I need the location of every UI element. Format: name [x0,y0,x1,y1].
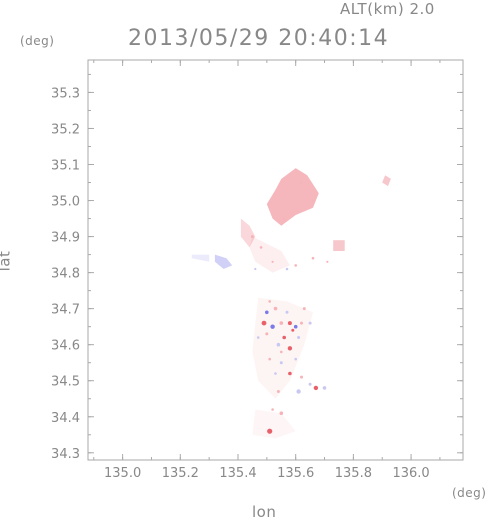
data-point [254,267,257,271]
data-point [261,320,267,326]
data-point [271,260,274,263]
y-tick-label: 34.9 [51,231,80,246]
y-axis-unit: (deg) [20,34,55,48]
data-point [268,300,272,303]
data-point [326,260,329,263]
data-point [279,411,284,416]
altitude-label: ALT(km) 2.0 [340,0,435,18]
y-tick-label: 34.5 [51,375,80,390]
data-point [276,390,280,393]
data-point [311,199,315,202]
plot-frame [87,59,464,461]
data-point [270,324,275,329]
x-tick-label: 135.8 [335,466,372,481]
region-west-blue [214,254,233,269]
data-point [265,332,269,336]
region-mid-faint [249,236,290,273]
data-point [294,357,298,361]
data-point [285,267,289,271]
data-point [279,321,284,325]
data-point [288,371,292,376]
data-point [293,324,298,329]
region-west-faint [191,254,210,262]
data-point [311,256,315,260]
x-axis-label: lon [252,503,277,521]
y-tick-label: 34.6 [51,339,80,354]
data-point [296,389,301,394]
data-point [287,321,292,326]
points-layer [250,181,329,434]
data-point [250,235,254,239]
y-tick-label: 34.8 [51,267,80,282]
y-tick-label: 35.1 [51,159,80,174]
y-tick-label: 34.3 [51,447,80,462]
region-west-pink [240,218,256,248]
y-tick-label: 34.7 [51,303,80,318]
data-point [308,382,312,386]
region-south-tail [252,409,296,439]
data-point [302,307,306,311]
y-tick-label: 35.2 [51,122,80,137]
data-point [271,408,274,411]
data-point [256,336,260,339]
data-point [265,310,269,315]
region-north-mass [266,168,319,226]
regions-layer [191,168,391,439]
data-point [287,346,293,351]
y-tick-label: 35.3 [51,86,80,101]
data-point [300,321,303,325]
data-point [313,385,319,391]
data-point [279,361,283,365]
data-point [273,306,278,311]
x-ticks: 135.0 135.2 135.4 135.6 135.8 136.0 [93,60,441,481]
data-point [297,336,301,339]
data-point [268,357,272,361]
y-tick-label: 35.0 [51,195,80,210]
data-point [267,428,273,434]
data-point [291,328,295,332]
data-point [300,181,303,184]
data-point [322,386,327,390]
x-tick-label: 135.6 [277,466,314,481]
data-point [308,321,312,325]
region-central-band [252,297,313,399]
y-ticks: 34.3 34.4 34.5 34.6 34.7 34.8 34.9 35.0 35.1 35.2… [51,73,463,462]
x-tick-label: 135.2 [162,466,199,481]
data-point [280,350,283,354]
data-point [282,217,286,220]
chart-title-datetime: 2013/05/29 20:40:14 [128,26,390,51]
x-axis-unit: (deg) [452,486,487,500]
data-point [285,310,289,314]
x-tick-label: 135.0 [104,466,141,481]
x-tick-label: 136.0 [392,466,429,481]
data-point [294,264,298,267]
region-east-pink [333,240,345,251]
x-tick-label: 135.4 [219,466,256,481]
data-point [274,372,277,375]
y-tick-label: 34.4 [51,411,80,426]
region-far-east-pink [382,175,391,187]
data-point [259,246,263,249]
data-point [282,335,287,340]
data-point [276,342,281,347]
data-point [300,375,303,379]
